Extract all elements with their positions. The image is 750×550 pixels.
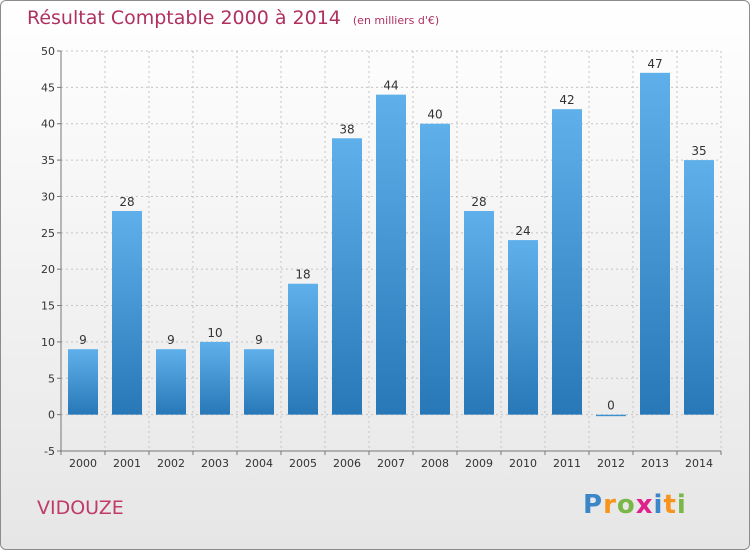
data-label-2004: 9 [255, 333, 263, 347]
logo-letter: o [616, 490, 636, 520]
x-tick-label-2012: 2012 [597, 457, 625, 470]
bar-2009 [464, 211, 494, 415]
commune-name: VIDOUZE [37, 497, 124, 519]
title-line: Résultat Comptable 2000 à 2014 (en milli… [27, 7, 439, 29]
y-tick-label: 45 [41, 81, 55, 94]
chart-title: Résultat Comptable 2000 à 2014 [27, 7, 341, 29]
data-label-2007: 44 [383, 79, 398, 93]
data-label-2006: 38 [339, 122, 354, 136]
x-tick-label-2013: 2013 [641, 457, 669, 470]
x-tick-label-2011: 2011 [553, 457, 581, 470]
logo-letter: r [603, 490, 617, 520]
bar-2011 [552, 109, 582, 415]
data-label-2000: 9 [79, 333, 87, 347]
y-tick-label: 20 [41, 263, 55, 276]
x-tick-label-2009: 2009 [465, 457, 493, 470]
data-label-2003: 10 [207, 326, 222, 340]
logo-letter: x [635, 490, 654, 520]
y-tick-label: 10 [41, 336, 55, 349]
x-tick-label-2014: 2014 [685, 457, 713, 470]
y-tick-label: 40 [41, 118, 55, 131]
bar-2001 [112, 211, 142, 415]
logo-letter: t [663, 490, 677, 520]
data-label-2012: 0 [607, 399, 615, 413]
data-label-2010: 24 [515, 224, 530, 238]
x-tick-label-2000: 2000 [69, 457, 97, 470]
proxiti-logo: Proxiti [583, 490, 687, 520]
data-label-2009: 28 [471, 195, 486, 209]
y-tick-label: 15 [41, 300, 55, 313]
data-label-2001: 28 [119, 195, 134, 209]
bar-layer: 9 28 9 10 9 18 38 44 40 28 24 42 0 47 35 [68, 57, 714, 417]
data-label-2002: 9 [167, 333, 175, 347]
logo-letter: i [653, 490, 664, 520]
x-tick-label-2004: 2004 [245, 457, 273, 470]
chart-subtitle: (en milliers d'€) [352, 14, 440, 27]
bar-2005 [288, 283, 318, 415]
bar-2006 [332, 138, 362, 415]
x-tick-label-2006: 2006 [333, 457, 361, 470]
x-tick-label-2010: 2010 [509, 457, 537, 470]
data-label-2005: 18 [295, 268, 310, 282]
bar-2014 [684, 160, 714, 415]
bar-2007 [376, 94, 406, 415]
bar-2008 [420, 123, 450, 415]
y-tick-label: 0 [48, 409, 55, 422]
x-tick-label-2002: 2002 [157, 457, 185, 470]
bar-2003 [200, 341, 230, 415]
x-tick-label-2007: 2007 [377, 457, 405, 470]
data-label-2008: 40 [427, 108, 442, 122]
bar-2012 [596, 414, 626, 417]
logo-letter: P [583, 490, 604, 520]
logo-letter: i [676, 490, 687, 520]
y-tick-label: 5 [48, 372, 55, 385]
y-tick-label: 50 [41, 45, 55, 58]
bar-2013 [640, 72, 670, 415]
y-tick-label: 35 [41, 154, 55, 167]
bar-2010 [508, 240, 538, 415]
x-tick-label-2003: 2003 [201, 457, 229, 470]
x-tick-label-2001: 2001 [113, 457, 141, 470]
data-label-2011: 42 [559, 93, 574, 107]
bar-2000 [68, 349, 98, 415]
x-tick-label-2008: 2008 [421, 457, 449, 470]
data-label-2014: 35 [691, 144, 706, 158]
x-tick-label-2005: 2005 [289, 457, 317, 470]
bar-2004 [244, 349, 274, 415]
y-tick-label: 25 [41, 227, 55, 240]
data-label-2013: 47 [647, 57, 662, 71]
y-tick-label: -5 [44, 445, 55, 458]
axis-layer: -5 0 5 10 15 20 25 30 35 40 45 50 2000 2001 2002 2003 20… [41, 45, 722, 470]
y-tick-label: 30 [41, 190, 55, 203]
bar-2002 [156, 349, 186, 415]
